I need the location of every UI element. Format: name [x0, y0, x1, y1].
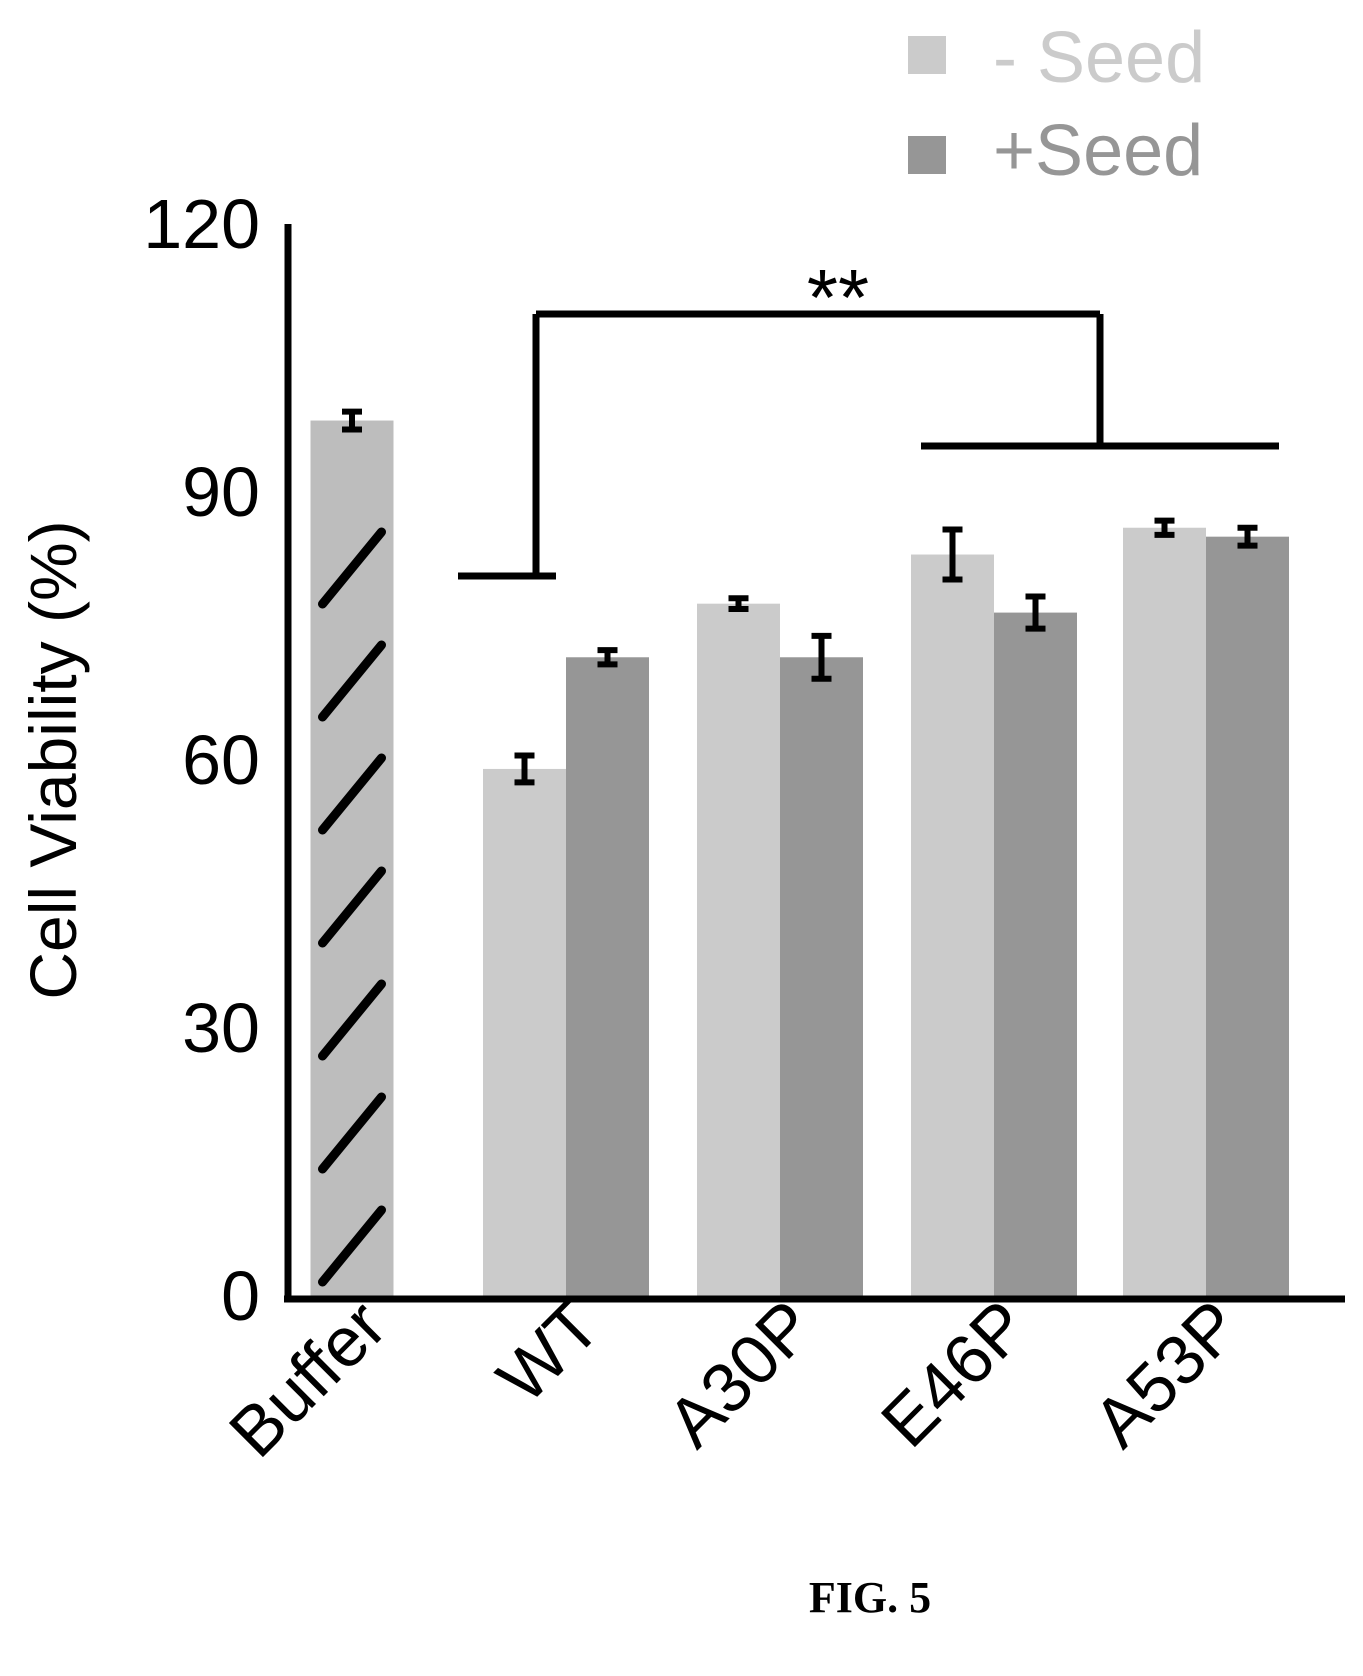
error-bar-e46p-seed — [1025, 593, 1046, 632]
error-bar-a53p-seed — [1237, 524, 1258, 549]
buffer-hatch-stripe — [318, 753, 386, 835]
bar-wt-seed — [566, 657, 649, 1296]
bar-a53p-seed — [1206, 536, 1289, 1296]
legend-swatch-minus-seed — [908, 36, 946, 74]
x-tick-label-e46p: E46P — [866, 1285, 1042, 1461]
error-bar-wt-seed — [597, 647, 618, 668]
y-tick-labels: 0 30 60 90 120 — [143, 185, 260, 1335]
y-tick-label: 120 — [143, 185, 260, 263]
bar-a53p-seed — [1123, 527, 1206, 1296]
x-tick-label-wt: WT — [482, 1285, 614, 1417]
bar-e46p-seed — [994, 612, 1077, 1296]
y-axis-label: Cell Viability (%) — [16, 520, 90, 999]
buffer-hatch-stripe — [318, 979, 386, 1061]
error-bar-a53p-seed — [1154, 517, 1175, 538]
axes — [284, 224, 1345, 1303]
buffer-hatch-stripe — [318, 866, 386, 948]
buffer-hatch-stripe — [318, 527, 386, 609]
buffer-hatch-stripe — [318, 1205, 386, 1287]
buffer-hatch-stripe — [318, 640, 386, 722]
bar-a30p-seed — [780, 657, 863, 1296]
figure-label: FIG. 5 — [809, 1573, 931, 1622]
error-bar-a30p-seed — [728, 595, 749, 613]
bar-e46p-seed — [911, 554, 994, 1296]
error-bars-layer — [342, 408, 1258, 786]
x-tick-label-a30p: A30P — [652, 1285, 828, 1461]
bar-wt-seed — [483, 768, 566, 1296]
y-tick-label: 90 — [182, 453, 260, 531]
y-tick-label: 30 — [182, 989, 260, 1067]
significance-stars: ** — [807, 253, 869, 342]
error-bar-wt-seed — [514, 752, 535, 786]
bar-a30p-seed — [697, 603, 780, 1296]
y-tick-label: 0 — [221, 1257, 260, 1335]
x-tick-label-a53p: A53P — [1078, 1285, 1254, 1461]
error-bar-e46p-seed — [942, 526, 963, 583]
y-tick-label: 60 — [182, 721, 260, 799]
buffer-hatch-stripe — [318, 1092, 386, 1174]
bars-layer — [310, 420, 1289, 1296]
error-bar-buffer — [342, 408, 362, 433]
significance-bracket: ** — [458, 253, 1279, 580]
legend-swatch-plus-seed — [908, 136, 946, 174]
legend-label-plus-seed: +Seed — [993, 111, 1203, 191]
legend-label-minus-seed: - Seed — [993, 18, 1205, 98]
x-tick-labels: Buffer WT A30P E46P A53P — [214, 1285, 1254, 1471]
legend: - Seed +Seed — [908, 18, 1205, 191]
error-bar-a30p-seed — [811, 632, 832, 682]
